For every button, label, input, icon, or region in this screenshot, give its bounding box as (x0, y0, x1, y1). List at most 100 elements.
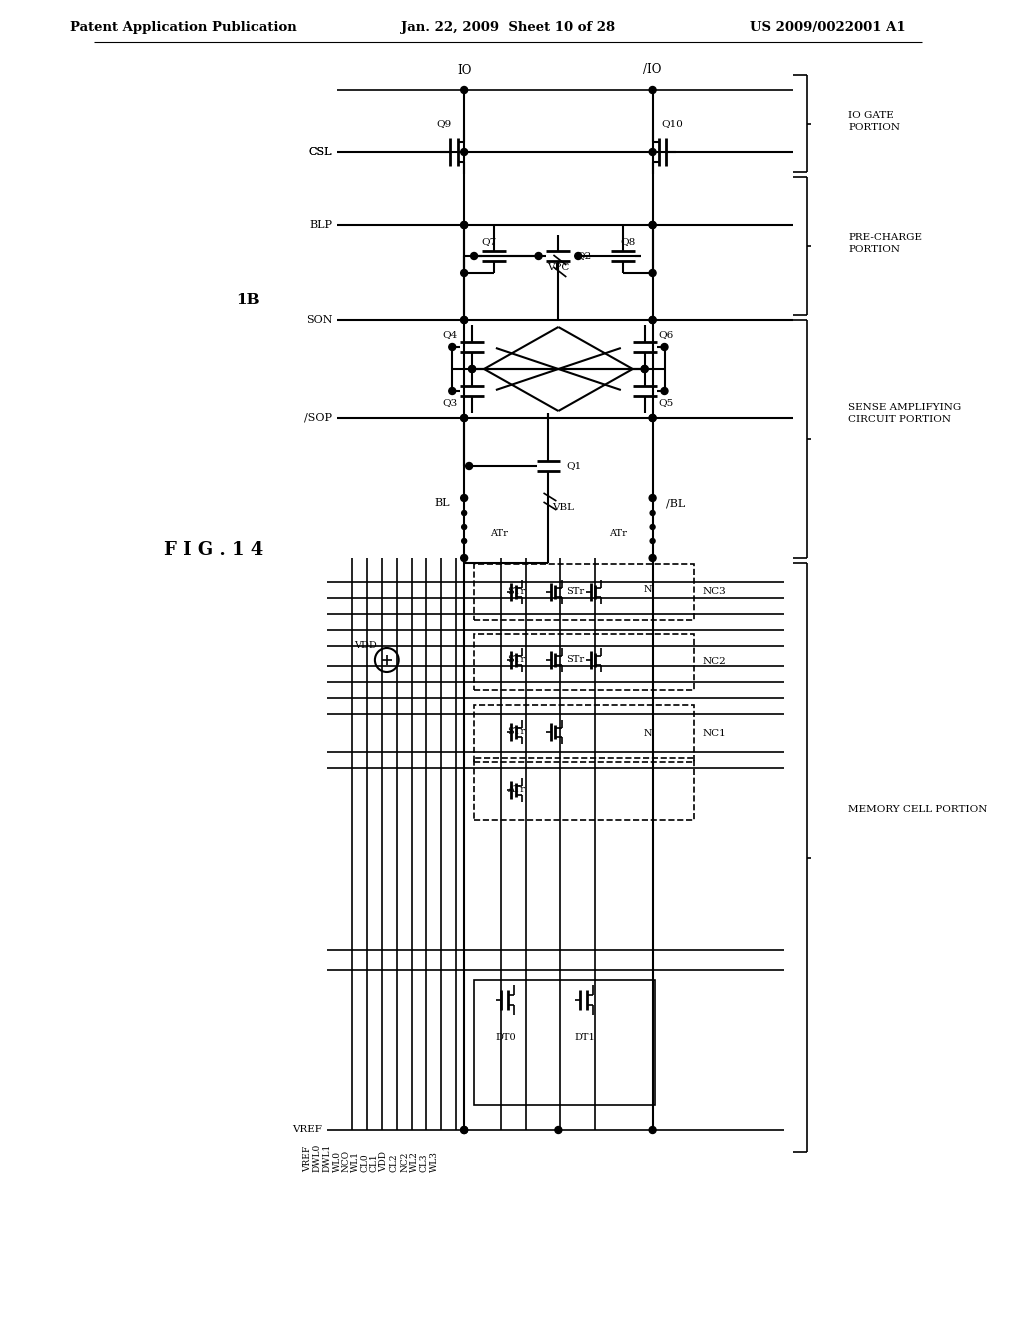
Text: Q4: Q4 (442, 330, 458, 339)
Circle shape (461, 149, 468, 156)
Text: F I G . 1 4: F I G . 1 4 (164, 541, 263, 558)
Text: PORTION: PORTION (848, 246, 900, 255)
Circle shape (461, 495, 468, 502)
Circle shape (462, 539, 467, 544)
Bar (474, 634, 694, 690)
Text: NC3: NC3 (702, 587, 726, 597)
Text: /IO: /IO (643, 63, 662, 77)
Text: Patent Application Publication: Patent Application Publication (70, 21, 297, 33)
Text: PRE-CHARGE: PRE-CHARGE (848, 232, 922, 242)
Circle shape (649, 149, 656, 156)
Text: WL2: WL2 (410, 1151, 419, 1172)
Circle shape (461, 317, 468, 323)
Text: N: N (643, 586, 652, 594)
Text: NCO: NCO (342, 1150, 350, 1172)
Text: NC1: NC1 (702, 729, 726, 738)
Circle shape (461, 87, 468, 94)
Circle shape (650, 511, 655, 516)
Text: DWL0: DWL0 (313, 1143, 322, 1172)
Circle shape (461, 554, 468, 561)
Circle shape (461, 1126, 468, 1134)
Circle shape (662, 388, 668, 395)
Text: NC2: NC2 (702, 657, 726, 667)
Text: Q10: Q10 (662, 120, 683, 128)
Text: WL0: WL0 (333, 1151, 342, 1172)
Circle shape (466, 462, 473, 470)
Text: Q6: Q6 (658, 330, 674, 339)
Circle shape (649, 317, 656, 323)
Text: CL3: CL3 (420, 1154, 429, 1172)
Circle shape (649, 414, 656, 421)
Circle shape (574, 252, 582, 260)
Text: DT1: DT1 (574, 1034, 596, 1043)
Circle shape (649, 495, 656, 502)
Text: /SOP: /SOP (304, 413, 332, 422)
Circle shape (461, 269, 468, 276)
Circle shape (650, 539, 655, 544)
Circle shape (536, 252, 542, 260)
Text: STr: STr (507, 587, 524, 597)
Text: BL: BL (435, 498, 451, 508)
Text: SON: SON (306, 315, 332, 325)
Text: ATr: ATr (609, 528, 627, 537)
Text: MEMORY CELL PORTION: MEMORY CELL PORTION (848, 805, 987, 814)
Text: VPC: VPC (547, 264, 569, 272)
Circle shape (555, 1126, 562, 1134)
Circle shape (649, 317, 656, 323)
Text: WL1: WL1 (350, 1151, 359, 1172)
Text: /BL: /BL (667, 498, 686, 508)
Circle shape (462, 511, 467, 516)
Text: Jan. 22, 2009  Sheet 10 of 28: Jan. 22, 2009 Sheet 10 of 28 (400, 21, 614, 33)
Circle shape (462, 524, 467, 529)
Text: VREF: VREF (293, 1126, 323, 1134)
Bar (474, 705, 694, 762)
Bar (474, 564, 694, 620)
Text: Q7: Q7 (481, 238, 497, 247)
Text: DT0: DT0 (496, 1034, 516, 1043)
Text: VDD: VDD (353, 642, 377, 651)
Text: ATr: ATr (507, 785, 524, 795)
Text: N: N (643, 729, 652, 738)
Circle shape (649, 269, 656, 276)
Circle shape (471, 252, 477, 260)
Text: STr: STr (566, 587, 585, 597)
Circle shape (649, 222, 656, 228)
Circle shape (461, 317, 468, 323)
Circle shape (649, 554, 656, 561)
Text: STr: STr (507, 656, 524, 664)
Text: VREF: VREF (303, 1146, 312, 1172)
Circle shape (461, 414, 468, 421)
Text: Q1: Q1 (566, 462, 582, 470)
Circle shape (649, 1126, 656, 1134)
Bar (474, 758, 694, 820)
Circle shape (449, 388, 456, 395)
Circle shape (650, 524, 655, 529)
Text: BLP: BLP (309, 220, 332, 230)
Circle shape (449, 343, 456, 351)
Text: IO GATE: IO GATE (848, 111, 894, 120)
Text: ATr: ATr (489, 528, 508, 537)
Text: VDD: VDD (379, 1151, 388, 1172)
Bar (474, 979, 654, 1105)
Text: Q3: Q3 (442, 399, 458, 408)
Text: VBL: VBL (552, 503, 574, 512)
Text: CL1: CL1 (370, 1154, 379, 1172)
Circle shape (461, 222, 468, 228)
Circle shape (461, 414, 468, 421)
Text: NC2: NC2 (400, 1151, 410, 1172)
Text: DWL1: DWL1 (323, 1143, 332, 1172)
Text: CSL: CSL (309, 147, 332, 157)
Circle shape (662, 343, 668, 351)
Circle shape (641, 366, 648, 372)
Text: PORTION: PORTION (848, 124, 900, 132)
Circle shape (641, 366, 648, 372)
Text: CL2: CL2 (389, 1154, 398, 1172)
Circle shape (649, 87, 656, 94)
Text: CIRCUIT PORTION: CIRCUIT PORTION (848, 416, 951, 425)
Circle shape (461, 222, 468, 228)
Text: Q5: Q5 (658, 399, 674, 408)
Text: STr: STr (566, 656, 585, 664)
Circle shape (649, 222, 656, 228)
Circle shape (649, 414, 656, 421)
Text: US 2009/0022001 A1: US 2009/0022001 A1 (751, 21, 906, 33)
